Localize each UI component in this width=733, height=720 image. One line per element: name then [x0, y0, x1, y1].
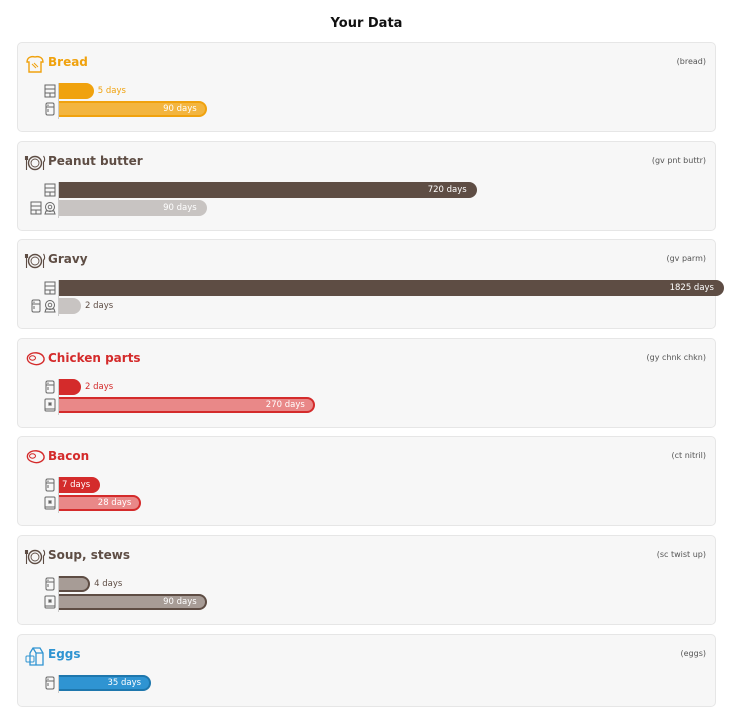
storage-icons [44, 280, 56, 296]
bar [59, 576, 91, 592]
fridge-icon [45, 478, 55, 492]
bar-value-label: 90 days [163, 104, 197, 114]
storage-icons [30, 200, 56, 216]
bar-value-label: 28 days [97, 498, 132, 509]
food-card: Eggs (eggs) 35 days [17, 633, 716, 707]
freezer-icon [44, 496, 56, 510]
opened-icon [44, 201, 56, 215]
axis-line [58, 477, 59, 514]
opened-icon [44, 300, 56, 313]
food-name: Soup, stews [48, 548, 131, 562]
bar-value-label: 5 days [97, 86, 126, 96]
food-card: Gravy (gv parm) 1825 days 2 days [17, 239, 724, 330]
food-card: Chicken parts (gy chnk chkn) 2 days 270 day… [17, 337, 716, 428]
storage-icons [30, 298, 56, 314]
pantry-icon [44, 281, 56, 295]
bar [59, 674, 152, 691]
bar [59, 199, 207, 216]
bread-icon [26, 55, 44, 73]
fridge-icon [45, 102, 55, 116]
food-name: Bread [48, 55, 88, 69]
bar [59, 495, 142, 512]
food-code: (bread) [676, 57, 706, 66]
bar-value-label: 2 days [85, 301, 114, 312]
bar-value-label: 270 days [265, 399, 305, 410]
axis-line [58, 576, 59, 612]
plate-icon [24, 155, 46, 170]
storage-icons [44, 675, 56, 691]
bar-value-label: 2 days [85, 381, 114, 392]
storage-icons [44, 495, 56, 511]
bar-value-label: 720 days [427, 184, 467, 195]
axis-line [58, 674, 59, 693]
axis-line [58, 378, 59, 415]
food-name: Chicken parts [48, 350, 141, 365]
food-code: (sc twist up) [656, 550, 706, 559]
fridge-icon [45, 676, 55, 690]
bar [59, 101, 207, 117]
storage-icons [44, 182, 56, 198]
bar [59, 181, 477, 198]
pantry-icon [44, 183, 56, 197]
food-code: (ct nitril) [671, 451, 706, 461]
bar [59, 298, 81, 315]
bar [59, 477, 101, 494]
storage-icons [44, 594, 56, 610]
pantry-icon [30, 201, 42, 215]
food-code: (gv pnt buttr) [651, 155, 706, 165]
bar-value-label: 1825 days [669, 283, 714, 294]
food-card: Soup, stews (sc twist up) 4 days 90 days [17, 535, 716, 625]
storage-icons [44, 379, 56, 395]
axis-line [58, 83, 59, 119]
axis-line [58, 181, 59, 218]
food-card: Peanut butter (gv pnt buttr) 720 days 90 da… [17, 140, 716, 231]
bar [59, 83, 94, 99]
bar-value-label: 7 days [62, 480, 91, 491]
fridge-icon [45, 577, 55, 591]
milk-carton-icon [25, 646, 44, 666]
bar [59, 378, 81, 395]
freezer-icon [44, 398, 56, 412]
page-title: Your Data [330, 16, 403, 31]
storage-icons [44, 83, 56, 99]
fridge-icon [31, 299, 41, 313]
food-name: Eggs [48, 646, 81, 661]
pantry-icon [44, 84, 56, 98]
plate-icon [24, 549, 46, 565]
bar [59, 594, 207, 610]
storage-icons [44, 576, 56, 592]
food-card: Bread (bread) 5 days 90 days [17, 42, 716, 132]
storage-icons [44, 477, 56, 493]
food-card: Bacon (ct nitril) 7 days 28 days [17, 436, 716, 527]
plate-icon [24, 253, 46, 269]
freezer-icon [44, 595, 56, 609]
meat-icon [26, 450, 45, 464]
food-code: (gy chnk chkn) [646, 352, 706, 362]
fridge-icon [45, 380, 55, 394]
bar-value-label: 35 days [107, 677, 142, 688]
food-code: (eggs) [680, 648, 707, 658]
storage-icons [44, 397, 56, 413]
bar-value-label: 90 days [163, 202, 197, 213]
meat-icon [26, 351, 45, 366]
bar-value-label: 90 days [163, 597, 197, 607]
food-name: Gravy [48, 252, 88, 267]
axis-line [58, 280, 59, 317]
food-code: (gv parm) [666, 254, 706, 264]
bar-value-label: 4 days [94, 579, 123, 589]
food-name: Peanut butter [48, 153, 143, 168]
bar [59, 396, 315, 413]
food-name: Bacon [48, 449, 90, 464]
storage-icons [44, 101, 56, 117]
bar [59, 280, 724, 297]
